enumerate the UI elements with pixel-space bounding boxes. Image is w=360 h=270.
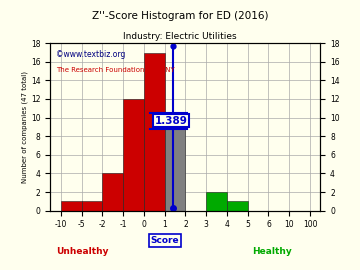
Y-axis label: Number of companies (47 total): Number of companies (47 total) — [22, 71, 28, 183]
Bar — [227, 201, 248, 211]
Bar — [206, 192, 227, 211]
Bar — [165, 127, 185, 211]
Text: 1.389: 1.389 — [155, 116, 188, 126]
Text: ©www.textbiz.org: ©www.textbiz.org — [56, 50, 125, 59]
Text: Industry: Electric Utilities: Industry: Electric Utilities — [123, 32, 237, 41]
Text: Z''-Score Histogram for ED (2016): Z''-Score Histogram for ED (2016) — [92, 11, 268, 21]
Bar — [123, 99, 144, 211]
Bar — [61, 201, 82, 211]
Text: Healthy: Healthy — [252, 247, 292, 256]
Text: Unhealthy: Unhealthy — [57, 247, 109, 256]
Text: Score: Score — [150, 236, 179, 245]
Bar — [144, 52, 165, 211]
Bar — [102, 173, 123, 211]
Bar — [82, 201, 102, 211]
Text: The Research Foundation of SUNY: The Research Foundation of SUNY — [56, 67, 175, 73]
